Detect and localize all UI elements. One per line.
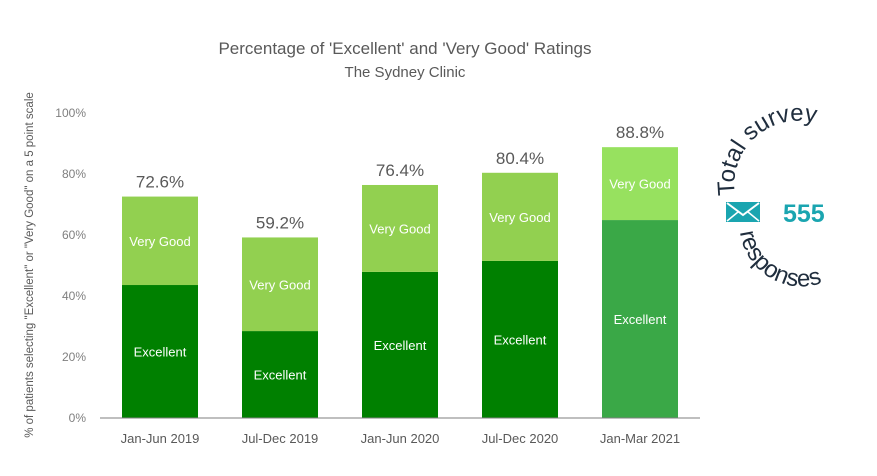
y-axis-label: % of patients selecting "Excellent" or "… (24, 92, 36, 438)
bar-very-good (242, 237, 318, 332)
x-tick-label: Jul-Dec 2019 (242, 431, 319, 446)
bar-total-label: 80.4% (496, 149, 544, 168)
bar-segment-label: Very Good (249, 277, 310, 292)
y-tick-label: 40% (62, 289, 86, 303)
bar-excellent (362, 271, 438, 418)
chart-title: Percentage of 'Excellent' and 'Very Good… (218, 39, 591, 58)
badge-top-text: Total survey (713, 100, 819, 197)
x-tick-label: Jan-Jun 2019 (121, 431, 200, 446)
x-tick-label: Jul-Dec 2020 (482, 431, 559, 446)
bar-segment-label: Excellent (494, 332, 547, 347)
y-tick-label: 100% (55, 106, 86, 120)
bar-total-label: 88.8% (616, 123, 664, 142)
bar-segment-label: Very Good (369, 221, 430, 236)
envelope-icon (726, 202, 760, 222)
bar-segment-label: Excellent (134, 345, 187, 360)
bar-very-good (602, 147, 678, 221)
x-tick-label: Jan-Mar 2021 (600, 431, 680, 446)
bar-segment-label: Excellent (374, 338, 427, 353)
y-tick-label: 20% (62, 350, 86, 364)
bar-very-good (122, 196, 198, 286)
badge-count: 555 (783, 200, 825, 228)
bar-excellent (602, 220, 678, 418)
bar-total-label: 76.4% (376, 161, 424, 180)
badge-bottom-text: responses (734, 228, 824, 293)
y-tick-label: 0% (69, 411, 87, 425)
bar-segment-label: Very Good (129, 234, 190, 249)
bar-excellent (122, 285, 198, 418)
bar-very-good (362, 184, 438, 272)
bar-segment-label: Excellent (254, 368, 307, 383)
y-tick-label: 80% (62, 167, 86, 181)
chart-subtitle: The Sydney Clinic (345, 64, 466, 81)
bar-total-label: 59.2% (256, 213, 304, 232)
bar-segment-label: Excellent (614, 312, 667, 327)
x-tick-label: Jan-Jun 2020 (361, 431, 440, 446)
survey-badge: Total survey responses 555 (713, 100, 825, 293)
bar-very-good (482, 172, 558, 261)
y-tick-label: 60% (62, 228, 86, 242)
bar-excellent (482, 260, 558, 418)
bar-total-label: 72.6% (136, 173, 184, 192)
bar-excellent (242, 331, 318, 418)
bar-segment-label: Very Good (609, 177, 670, 192)
bar-segment-label: Very Good (489, 210, 550, 225)
